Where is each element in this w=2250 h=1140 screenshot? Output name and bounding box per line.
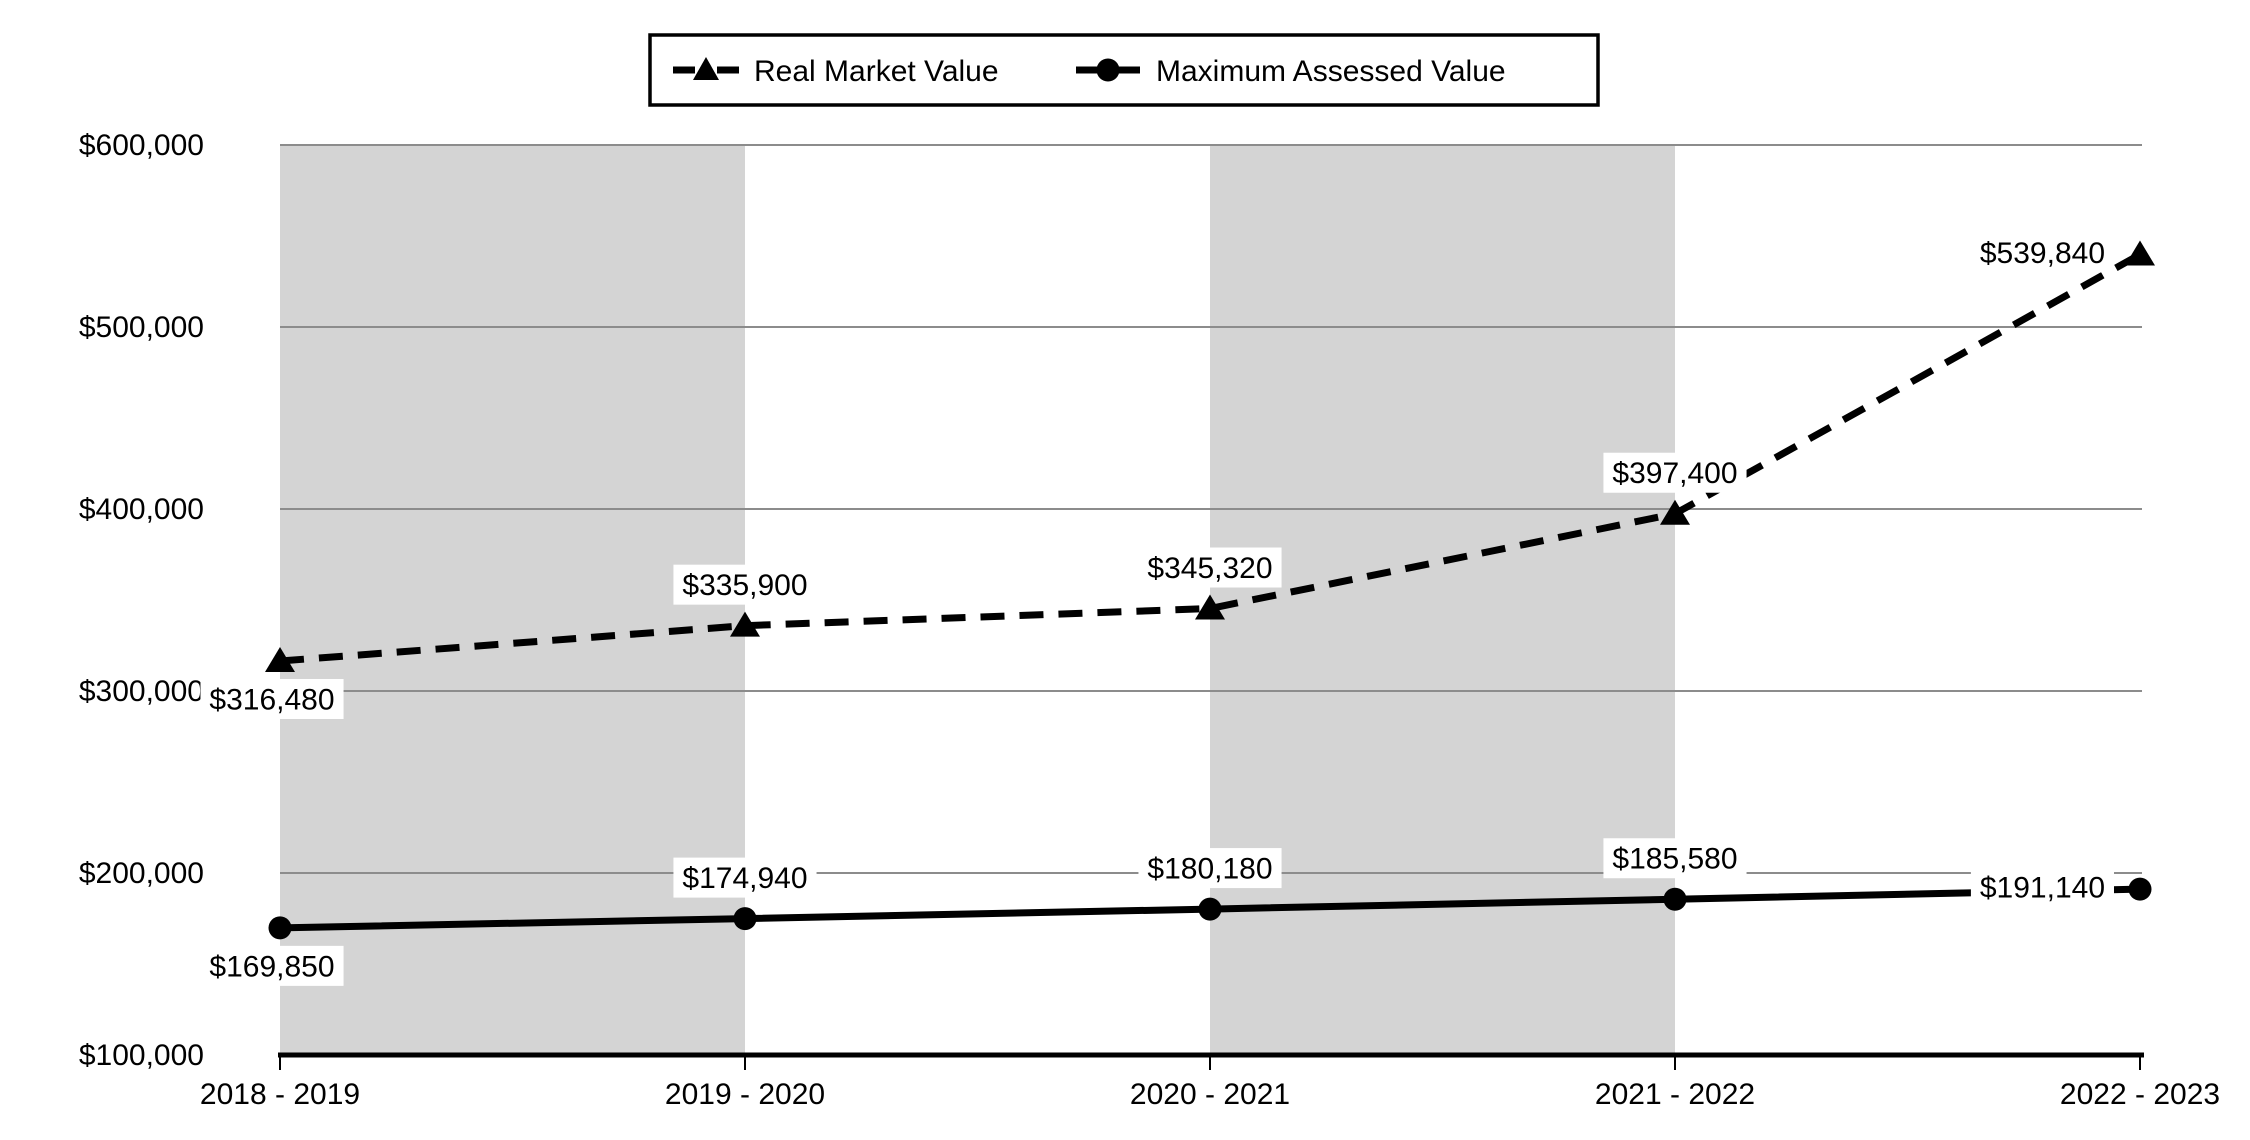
category-axis-tick-label: 2020 - 2021 bbox=[1130, 1078, 1290, 1111]
legend-swatch-circle-icon bbox=[1096, 58, 1120, 82]
data-point-marker-circle bbox=[733, 907, 757, 931]
data-label-background bbox=[200, 945, 344, 986]
data-point-marker-triangle bbox=[1660, 499, 1690, 525]
data-label-background bbox=[1970, 867, 2114, 908]
category-axis-tick-label: 2018 - 2019 bbox=[200, 1078, 360, 1111]
data-label-background bbox=[1138, 547, 1282, 588]
category-axis-tick-label: 2022 - 2023 bbox=[2060, 1078, 2220, 1111]
value-axis-tick-label: $600,000 bbox=[79, 129, 204, 162]
shaded-band bbox=[280, 146, 745, 1055]
data-point-marker-circle bbox=[268, 916, 292, 940]
shaded-band bbox=[1210, 146, 1675, 1055]
data-label-background bbox=[1138, 848, 1282, 889]
legend-swatch-triangle-icon bbox=[693, 57, 719, 80]
data-label-background bbox=[1970, 232, 2114, 273]
data-label: $174,940 bbox=[682, 862, 807, 895]
data-point-marker-triangle bbox=[730, 611, 760, 637]
data-label: $185,580 bbox=[1612, 843, 1737, 876]
value-axis-tick-label: $200,000 bbox=[79, 857, 204, 890]
data-label: $169,850 bbox=[209, 950, 334, 983]
value-axis-tick-label: $500,000 bbox=[79, 311, 204, 344]
data-point-marker-triangle bbox=[2125, 240, 2155, 266]
series-line-real-market-value bbox=[279, 251, 2142, 665]
data-label: $335,900 bbox=[682, 569, 807, 602]
data-label-background bbox=[673, 564, 817, 605]
data-label: $180,180 bbox=[1147, 853, 1272, 886]
value-axis-tick-label: $100,000 bbox=[79, 1039, 204, 1072]
data-point-marker-triangle bbox=[265, 647, 295, 673]
data-label: $397,400 bbox=[1612, 457, 1737, 490]
data-point-marker-triangle bbox=[1195, 594, 1225, 620]
data-point-marker-circle bbox=[1198, 897, 1222, 921]
data-point-marker-circle bbox=[1663, 887, 1687, 911]
data-point-marker-circle bbox=[2128, 877, 2152, 901]
data-label: $345,320 bbox=[1147, 552, 1272, 585]
data-label: $539,840 bbox=[1980, 237, 2105, 270]
legend-item-label-real-market-value: Real Market Value bbox=[754, 55, 999, 88]
data-label: $191,140 bbox=[1980, 872, 2105, 905]
data-label-background bbox=[1603, 838, 1747, 879]
category-axis-tick-label: 2019 - 2020 bbox=[665, 1078, 825, 1111]
value-axis-tick-label: $400,000 bbox=[79, 493, 204, 526]
data-label-background bbox=[200, 679, 344, 720]
value-axis-tick-label: $300,000 bbox=[79, 675, 204, 708]
legend-item-label-maximum-assessed-value: Maximum Assessed Value bbox=[1156, 55, 1506, 88]
data-label: $316,480 bbox=[209, 684, 334, 717]
data-label-background bbox=[1603, 452, 1747, 493]
category-axis-tick-label: 2021 - 2022 bbox=[1595, 1078, 1755, 1111]
data-label-background bbox=[673, 857, 817, 898]
